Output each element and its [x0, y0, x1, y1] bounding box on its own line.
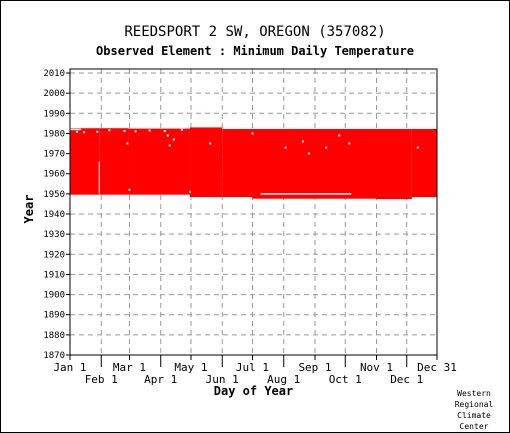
observed-period [411, 129, 437, 198]
x-axis-label: Day of Year [214, 384, 293, 398]
missing-point [251, 132, 254, 135]
x-tick-label: Jul 1 [236, 361, 269, 374]
y-tick-label: 1940 [43, 210, 65, 220]
missing-point [180, 128, 183, 131]
missing-point [76, 130, 79, 133]
x-tick-label: May 1 [174, 361, 207, 374]
missing-point [188, 190, 191, 193]
y-tick-label: 1990 [43, 109, 65, 119]
missing-point [163, 130, 166, 133]
x-tick-label: Apr 1 [144, 373, 177, 386]
x-tick-label: Jun 1 [206, 373, 239, 386]
plot-border [69, 68, 438, 356]
missing-point [348, 142, 351, 145]
observed-period [128, 128, 190, 195]
y-tick-label: 1960 [43, 170, 65, 180]
y-axis-label: Year [22, 195, 36, 224]
y-tick-label: 1890 [43, 311, 65, 321]
x-tick-label: Dec 31 [417, 361, 457, 374]
missing-point [172, 138, 175, 141]
grid-lines [70, 69, 437, 355]
x-tick-label: Sep 1 [298, 361, 331, 374]
missing-point [301, 140, 304, 143]
observed-period [99, 128, 129, 195]
chart-subtitle: Observed Element : Minimum Daily Tempera… [96, 44, 414, 58]
credit-line: Regional [454, 400, 494, 409]
missing-point [338, 134, 341, 137]
wrcc-credit: Western Regional Climate Center [450, 388, 498, 432]
y-tick-label: 2000 [43, 89, 65, 99]
missing-point [83, 131, 86, 134]
missing-point [134, 130, 137, 133]
observed-period [189, 127, 223, 198]
y-tick-label: 1920 [43, 250, 65, 260]
data-marks [70, 127, 437, 200]
x-tick-label: Oct 1 [329, 373, 362, 386]
x-tick-label: Jan 1 [53, 361, 86, 374]
missing-point [108, 129, 111, 132]
axis-ticks: 1870 1880 1890 1900 1910 1920 1930 1940 1950 1960… [43, 69, 457, 386]
y-tick-label: 1870 [43, 351, 65, 361]
missing-point [307, 152, 310, 155]
credit-line: Center [459, 422, 489, 431]
credit-line: Climate [457, 411, 491, 420]
x-tick-label: Dec 1 [390, 373, 423, 386]
x-tick-label: Aug 1 [267, 373, 300, 386]
y-tick-label: 1950 [43, 190, 65, 200]
missing-point [96, 130, 99, 133]
missing-point [325, 146, 328, 149]
missing-point [148, 129, 151, 132]
missing-point [284, 146, 287, 149]
observed-period [252, 129, 377, 199]
observed-period [70, 128, 100, 195]
y-tick-label: 1900 [43, 291, 65, 301]
y-tick-label: 1880 [43, 331, 65, 341]
missing-point [166, 134, 169, 137]
missing-point [126, 142, 129, 145]
y-tick-label: 1980 [43, 129, 65, 139]
missing-point [128, 188, 131, 191]
missing-point [123, 130, 126, 133]
y-tick-label: 1910 [43, 270, 65, 280]
credit-line: Western [457, 389, 491, 398]
missing-point [168, 144, 171, 147]
y-tick-label: 1970 [43, 150, 65, 160]
y-tick-label: 2010 [43, 69, 65, 79]
x-tick-label: Feb 1 [85, 373, 118, 386]
x-tick-label: Mar 1 [113, 361, 146, 374]
y-tick-label: 1930 [43, 230, 65, 240]
missing-point [416, 146, 419, 149]
x-tick-label: Nov 1 [360, 361, 393, 374]
observed-period [222, 129, 253, 198]
chart-title: REEDSPORT 2 SW, OREGON (357082) [124, 24, 386, 40]
missing-point [209, 142, 212, 145]
observed-period [376, 129, 412, 200]
